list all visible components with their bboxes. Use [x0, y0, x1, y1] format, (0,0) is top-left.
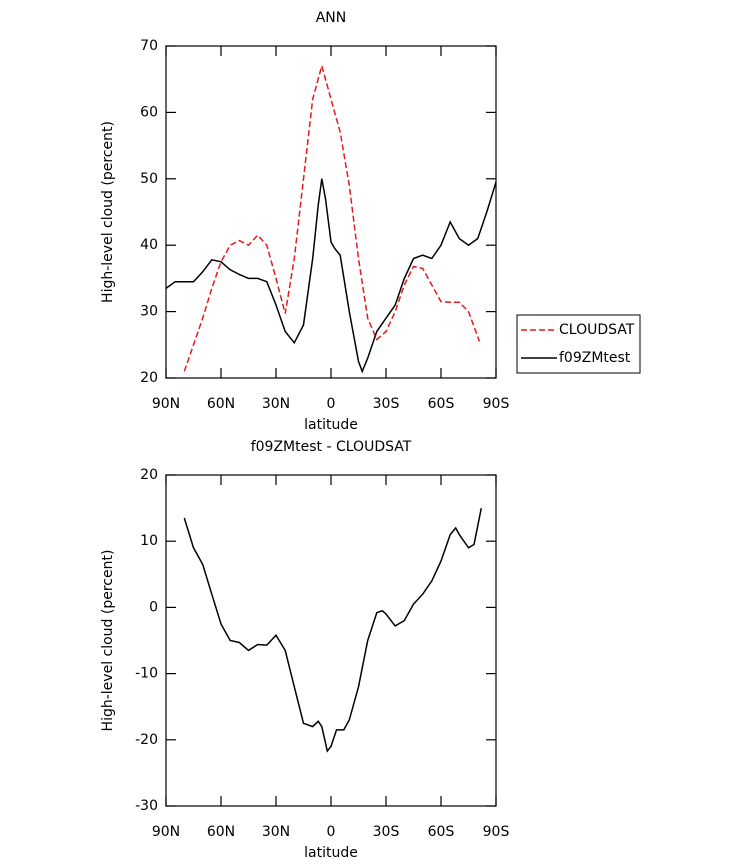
y-axis-label: High-level cloud (percent) — [100, 550, 116, 732]
x-tick-label: 90N — [152, 396, 180, 412]
y-tick-label: -20 — [135, 732, 158, 748]
data-line — [165, 178, 497, 374]
x-tick-label: 30N — [262, 396, 290, 412]
x-tick-label: 90S — [483, 396, 510, 412]
y-tick-label: -30 — [135, 798, 158, 814]
x-axis-label: latitude — [304, 417, 358, 433]
x-tick-label: 60N — [207, 396, 235, 412]
x-tick-label: 90N — [152, 824, 180, 840]
plot-frame — [165, 474, 497, 807]
x-tick-label: 60S — [428, 396, 455, 412]
chart-title: ANN — [316, 10, 347, 26]
y-tick-label: 50 — [140, 171, 158, 187]
y-tick-label: 30 — [140, 304, 158, 320]
x-axis-label: latitude — [304, 845, 358, 861]
x-tick-label: 0 — [327, 396, 336, 412]
data-line — [183, 63, 481, 372]
x-tick-label: 60N — [207, 824, 235, 840]
y-tick-label: 10 — [140, 533, 158, 549]
y-tick-label: 0 — [149, 599, 158, 615]
y-tick-label: -10 — [135, 666, 158, 682]
legend-label: f09ZMtest — [559, 350, 631, 366]
x-tick-label: 30S — [373, 824, 400, 840]
y-tick-label: 20 — [140, 467, 158, 483]
x-tick-label: 90S — [483, 824, 510, 840]
y-tick-label: 20 — [140, 370, 158, 386]
y-axis-label: High-level cloud (percent) — [100, 121, 116, 303]
plot-frame — [165, 45, 497, 379]
data-line — [183, 507, 483, 753]
x-tick-label: 30N — [262, 824, 290, 840]
legend-box — [516, 314, 641, 374]
y-tick-label: 60 — [140, 104, 158, 120]
legend-label: CLOUDSAT — [559, 322, 635, 338]
chart-title: f09ZMtest - CLOUDSAT — [251, 439, 412, 455]
x-tick-label: 0 — [327, 824, 336, 840]
x-tick-label: 60S — [428, 824, 455, 840]
x-tick-label: 30S — [373, 396, 400, 412]
y-tick-label: 40 — [140, 237, 158, 253]
y-tick-label: 70 — [140, 38, 158, 54]
